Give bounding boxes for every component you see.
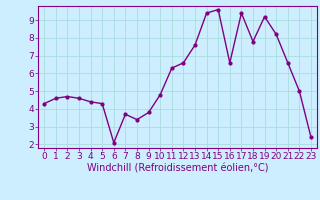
X-axis label: Windchill (Refroidissement éolien,°C): Windchill (Refroidissement éolien,°C) (87, 164, 268, 174)
